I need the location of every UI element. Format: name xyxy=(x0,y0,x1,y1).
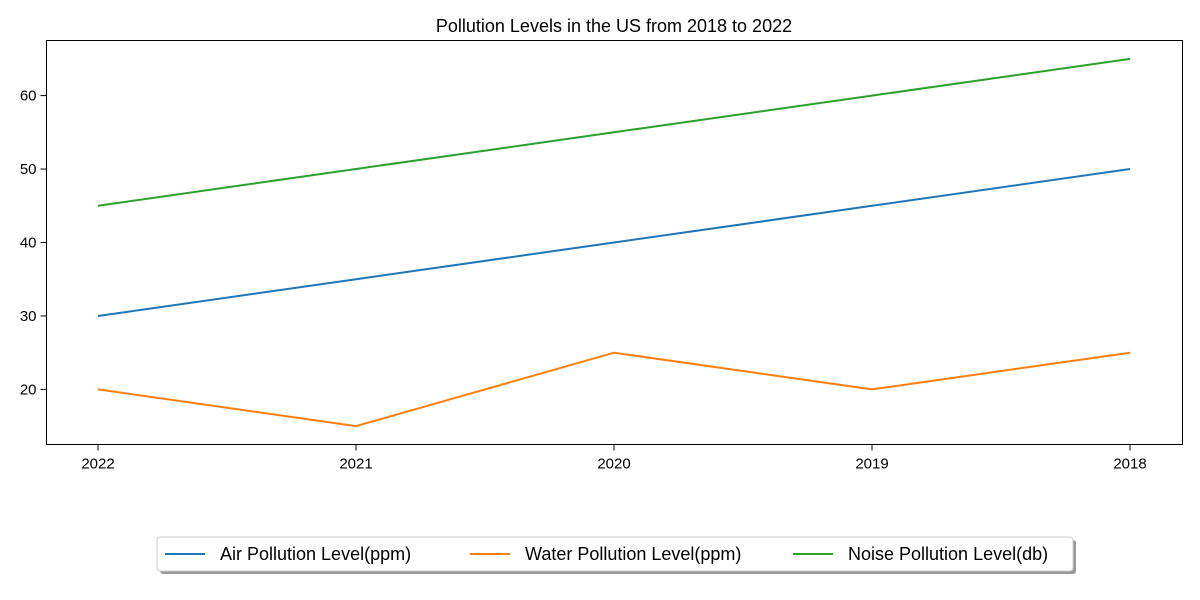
legend-label-2: Water Pollution Level(ppm) xyxy=(525,544,741,564)
x-axis: 2022 2021 2020 2019 2018 xyxy=(81,444,1147,473)
legend: Air Pollution Level(ppm) Water Pollution … xyxy=(156,536,1076,574)
y-tick-label: 60 xyxy=(20,88,37,105)
x-tick-label: 2021 xyxy=(339,456,372,473)
legend-box xyxy=(156,536,1074,572)
legend-label-3: Noise Pollution Level(db) xyxy=(848,544,1048,564)
series-line-3 xyxy=(97,57,1131,207)
y-tick-label: 20 xyxy=(20,381,37,398)
x-tick-label: 2018 xyxy=(1113,456,1146,473)
chart-title: Pollution Levels in the US from 2018 to … xyxy=(436,16,792,36)
y-tick-label: 40 xyxy=(20,235,37,252)
series-line-2 xyxy=(97,351,1131,428)
legend-label-1: Air Pollution Level(ppm) xyxy=(220,544,411,564)
x-tick-label: 2019 xyxy=(855,456,888,473)
y-tick-label: 50 xyxy=(20,161,37,178)
series-layer xyxy=(97,57,1131,428)
y-axis: 20 30 40 50 60 xyxy=(20,88,47,398)
y-tick-label: 30 xyxy=(20,308,37,325)
series-line-1 xyxy=(97,168,1131,317)
x-tick-label: 2022 xyxy=(81,456,114,473)
x-tick-label: 2020 xyxy=(597,456,630,473)
